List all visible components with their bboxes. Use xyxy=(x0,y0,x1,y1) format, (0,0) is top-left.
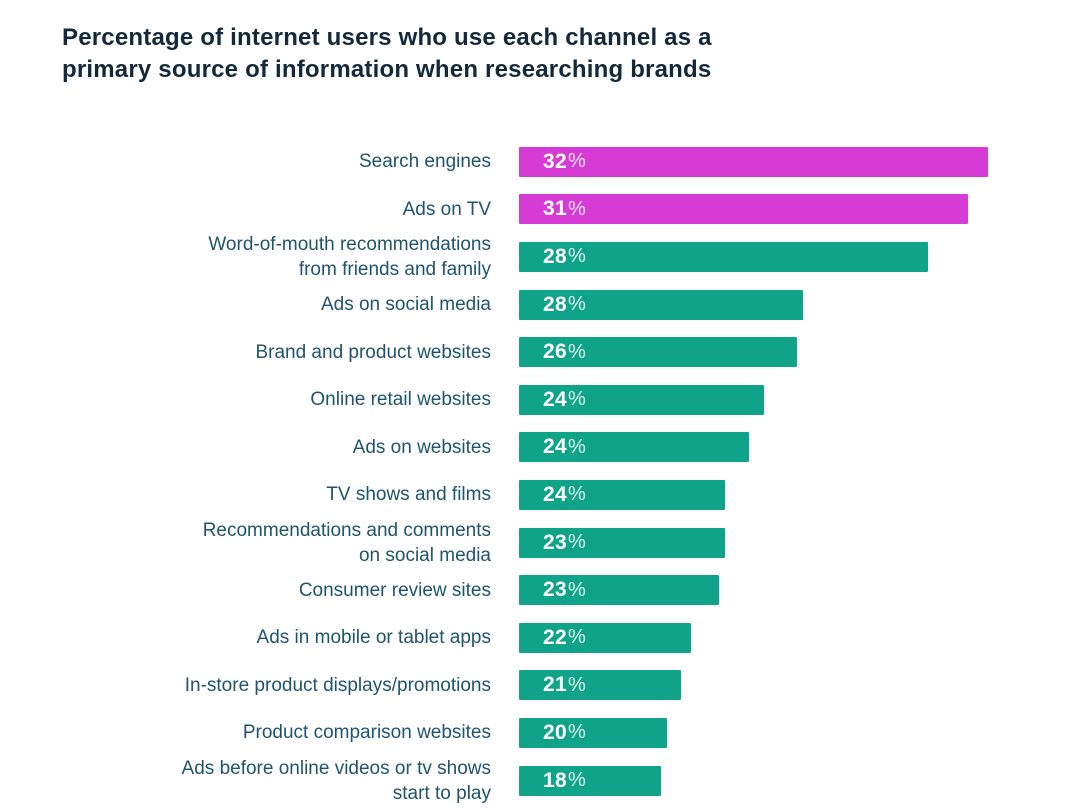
percent-sign: % xyxy=(567,483,586,506)
bar-row: Ads in mobile or tablet apps 22% xyxy=(62,614,1080,662)
bar: 32% xyxy=(519,146,988,177)
bar-row: TV shows and films 24% xyxy=(62,471,1080,519)
bar: 23% xyxy=(519,575,719,606)
bar-row: Ads on TV 31% xyxy=(62,186,1080,234)
bar-row: Recommendations and comments on social me… xyxy=(62,519,1080,567)
value-label: 23 xyxy=(543,530,567,554)
value-label: 28 xyxy=(543,244,567,268)
bar-row: Ads on social media 28% xyxy=(62,281,1080,329)
category-label: Ads in mobile or tablet apps xyxy=(256,627,491,649)
bar-row: Ads on websites 24% xyxy=(62,424,1080,472)
percent-sign: % xyxy=(567,197,586,220)
category-label: Brand and product websites xyxy=(255,341,491,363)
bar-row: Ads before online videos or tv shows star… xyxy=(62,757,1080,805)
bar: 18% xyxy=(519,765,661,796)
category-label: Ads on TV xyxy=(402,198,491,220)
bar-row: Search engines 32% xyxy=(62,138,1080,186)
percent-sign: % xyxy=(567,245,586,268)
value-label: 24 xyxy=(543,482,567,506)
bar: 22% xyxy=(519,622,691,653)
value-label: 20 xyxy=(543,720,567,744)
value-label: 23 xyxy=(543,578,567,602)
value-label: 24 xyxy=(543,387,567,411)
category-label: Word-of-mouth recommendations from friend… xyxy=(208,233,491,280)
percent-sign: % xyxy=(567,340,586,363)
chart-title-line-2: primary source of information when resea… xyxy=(62,56,712,83)
category-label: Ads on social media xyxy=(320,294,491,316)
category-label: Recommendations and comments on social me… xyxy=(202,519,491,566)
bar: 24% xyxy=(519,479,725,510)
chart-title-line-1: Percentage of internet users who use eac… xyxy=(62,24,712,51)
percent-sign: % xyxy=(567,531,586,554)
value-label: 28 xyxy=(543,292,567,316)
bar: 28% xyxy=(519,241,928,272)
category-label: Search engines xyxy=(358,151,491,173)
percent-sign: % xyxy=(567,673,586,696)
value-label: 32 xyxy=(543,149,567,173)
bar: 24% xyxy=(519,432,749,463)
category-label: Product comparison websites xyxy=(242,722,491,744)
value-label: 31 xyxy=(543,197,567,221)
bar: 21% xyxy=(519,670,681,701)
bar-row: Product comparison websites 20% xyxy=(62,709,1080,757)
bar: 20% xyxy=(519,717,667,748)
percent-sign: % xyxy=(567,626,586,649)
value-label: 26 xyxy=(543,340,567,364)
percent-sign: % xyxy=(567,150,586,173)
value-label: 21 xyxy=(543,673,567,697)
percent-sign: % xyxy=(567,388,586,411)
category-label: TV shows and films xyxy=(326,484,491,506)
category-label: Ads before online videos or tv shows star… xyxy=(181,757,491,804)
value-label: 24 xyxy=(543,435,567,459)
category-label: Consumer review sites xyxy=(298,579,491,601)
bar: 23% xyxy=(519,527,725,558)
percent-sign: % xyxy=(567,435,586,458)
category-label: Online retail websites xyxy=(310,389,491,411)
bar-row: Consumer review sites 23% xyxy=(62,566,1080,614)
value-label: 22 xyxy=(543,625,567,649)
bar-row: In-store product displays/promotions 21% xyxy=(62,662,1080,710)
bar-row: Word-of-mouth recommendations from friend… xyxy=(62,233,1080,281)
category-label: Ads on websites xyxy=(352,436,491,458)
bar-rows: Search engines 32% Ads on TV 31% Word-of… xyxy=(62,138,1080,804)
percent-sign: % xyxy=(567,721,586,744)
chart-title: Percentage of internet users who use eac… xyxy=(62,22,1080,86)
bar: 31% xyxy=(519,194,968,225)
percent-sign: % xyxy=(567,578,586,601)
bar: 28% xyxy=(519,289,803,320)
value-label: 18 xyxy=(543,768,567,792)
category-label: In-store product displays/promotions xyxy=(184,674,491,696)
bar-row: Brand and product websites 26% xyxy=(62,328,1080,376)
bar-row: Online retail websites 24% xyxy=(62,376,1080,424)
percent-sign: % xyxy=(567,769,586,792)
bar: 24% xyxy=(519,384,764,415)
percent-sign: % xyxy=(567,293,586,316)
bar: 26% xyxy=(519,337,797,368)
